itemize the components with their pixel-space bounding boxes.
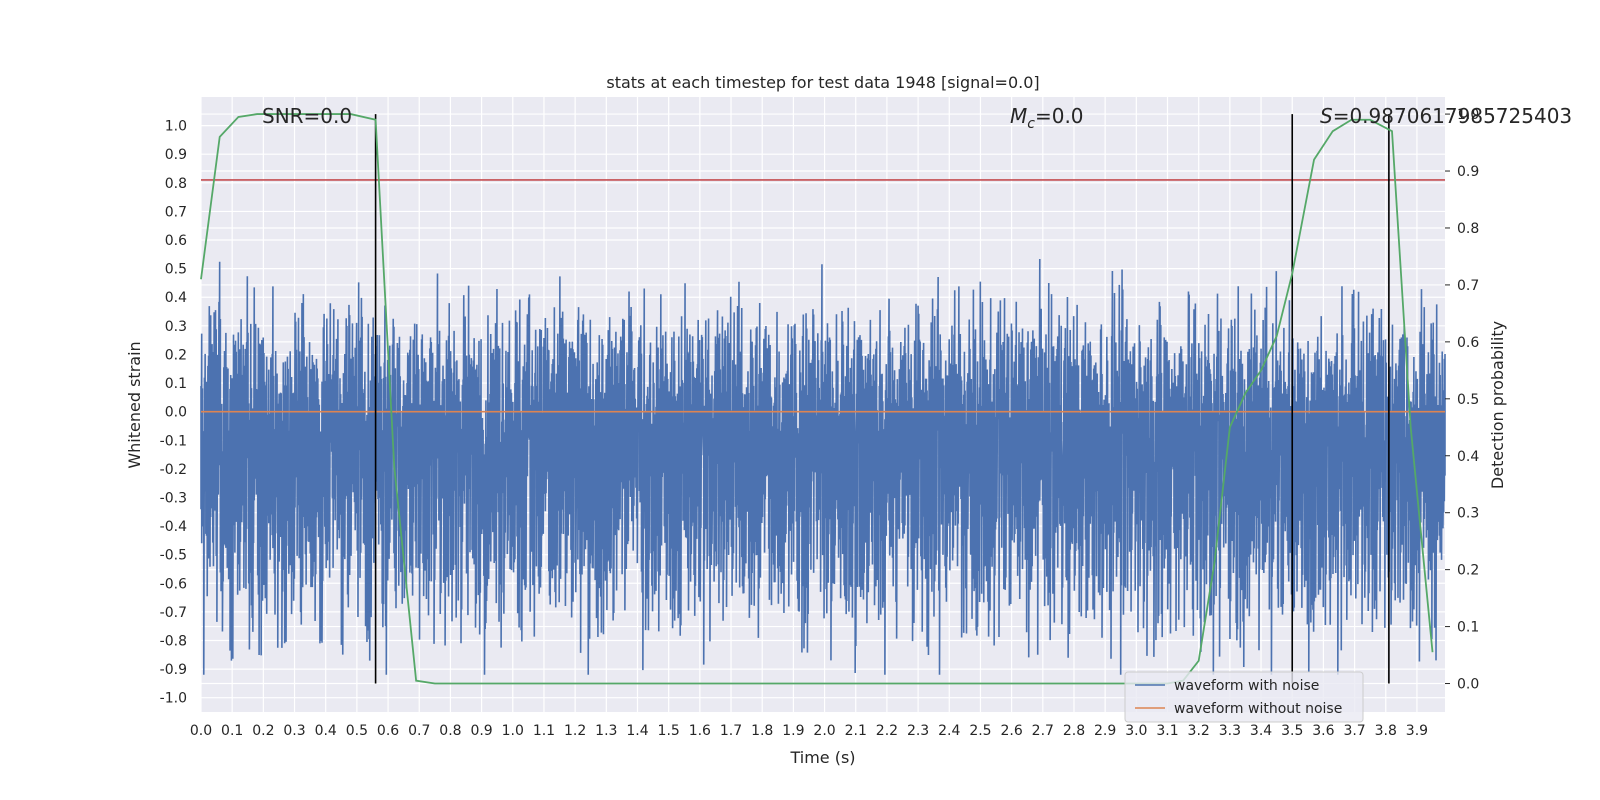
x-tick-label: 0.8: [439, 723, 461, 739]
x-tick-label: 1.9: [782, 723, 804, 739]
x-axis-label: Time (s): [789, 748, 855, 767]
y-tick-label: -0.6: [160, 576, 187, 592]
y-tick-label: -0.7: [160, 605, 187, 621]
x-tick-label: 3.0: [1125, 723, 1147, 739]
x-tick-label: 0.2: [252, 723, 274, 739]
legend-label-clean: waveform without noise: [1174, 701, 1342, 717]
x-tick-label: 0.3: [283, 723, 305, 739]
y-tick-label: -0.5: [160, 548, 187, 564]
x-tick-label: 3.5: [1281, 723, 1303, 739]
mc-value: =0.0: [1035, 104, 1084, 128]
s-annotation: S=0.9870617985725403: [1320, 104, 1572, 128]
x-tick-label: 1.8: [751, 723, 773, 739]
legend: waveform with noise waveform without noi…: [1124, 671, 1364, 723]
x-tick-label: 0.5: [346, 723, 368, 739]
mc-subscript: c: [1027, 116, 1035, 132]
y-right-tick-label: 0.9: [1457, 164, 1479, 180]
x-tick-label: 2.7: [1032, 723, 1054, 739]
s-value: =0.9870617985725403: [1333, 104, 1572, 128]
x-tick-label: 2.6: [1000, 723, 1022, 739]
y-right-tick-label: 0.8: [1457, 221, 1479, 237]
y-tick-label: 0.1: [165, 376, 187, 392]
y-tick-label: -1.0: [160, 691, 187, 707]
legend-label-noise: waveform with noise: [1174, 678, 1319, 694]
y-tick-label: -0.8: [160, 633, 187, 649]
x-tick-label: 0.6: [377, 723, 399, 739]
x-tick-label: 2.0: [813, 723, 835, 739]
y-right-tick-label: 0.6: [1457, 335, 1479, 351]
x-tick-label: 1.3: [595, 723, 617, 739]
x-tick-label: 0.7: [408, 723, 430, 739]
x-tick-label: 1.5: [658, 723, 680, 739]
y-tick-label: 0.7: [165, 204, 187, 220]
x-tick-label: 0.0: [190, 723, 212, 739]
x-tick-label: 1.7: [720, 723, 742, 739]
tick-labels: 0.0 0.1 0.2 0.3 0.4 0.5 0.6 0.7 0.8 0.9 1.0 1.1 1.2 1…: [160, 107, 1480, 739]
x-tick-label: 1.0: [502, 723, 524, 739]
x-tick-label: 3.2: [1188, 723, 1210, 739]
y-right-tick-label: 0.0: [1457, 677, 1479, 693]
y-tick-label: 0.2: [165, 347, 187, 363]
x-tick-label: 3.6: [1312, 723, 1334, 739]
x-tick-label: 2.8: [1063, 723, 1085, 739]
y-tick-label: -0.9: [160, 662, 187, 678]
y-tick-label: -0.4: [160, 519, 187, 535]
y-tick-label: 0.0: [165, 405, 187, 421]
y-tick-label: 0.4: [165, 290, 187, 306]
waveform-with-noise-line: [200, 259, 1446, 675]
detection-probability-line: [200, 113, 1434, 685]
x-tick-label: 1.4: [626, 723, 648, 739]
y-right-tick-label: 0.1: [1457, 620, 1479, 636]
x-tick-label: 2.2: [876, 723, 898, 739]
s-symbol: S: [1320, 104, 1333, 128]
x-tick-label: 0.9: [470, 723, 492, 739]
y-tick-label: 0.6: [165, 233, 187, 249]
y-right-tick-label: 0.7: [1457, 278, 1479, 294]
y-right-tick-label: 0.3: [1457, 506, 1479, 522]
x-tick-label: 3.9: [1406, 723, 1428, 739]
snr-annotation: SNR=0.0: [262, 104, 352, 128]
y-tick-label: -0.2: [160, 462, 187, 478]
y-tick-label: 0.8: [165, 176, 187, 192]
x-tick-label: 2.4: [938, 723, 960, 739]
waveform-with-noise-series: [200, 259, 1446, 675]
y-tick-label: 1.0: [165, 119, 187, 135]
y-tick-label: -0.1: [160, 433, 187, 449]
x-tick-label: 2.3: [907, 723, 929, 739]
mc-annotation: Mc=0.0: [1010, 104, 1084, 132]
x-tick-label: 1.1: [533, 723, 555, 739]
y-right-tick-label: 0.2: [1457, 563, 1479, 579]
x-tick-label: 3.7: [1343, 723, 1365, 739]
y-tick-label: 0.5: [165, 262, 187, 278]
x-tick-label: 0.4: [315, 723, 337, 739]
y-right-tick-label: 0.4: [1457, 449, 1479, 465]
x-tick-label: 3.4: [1250, 723, 1272, 739]
x-tick-label: 3.8: [1375, 723, 1397, 739]
x-tick-label: 2.9: [1094, 723, 1116, 739]
y-right-tick-label: 0.5: [1457, 392, 1479, 408]
mc-symbol: M: [1010, 104, 1027, 128]
x-tick-label: 1.2: [564, 723, 586, 739]
chart-lines: [200, 113, 1445, 685]
y-axis-label: Whitened strain: [125, 341, 144, 468]
x-tick-label: 2.5: [969, 723, 991, 739]
x-tick-label: 3.1: [1156, 723, 1178, 739]
y-tick-label: 0.3: [165, 319, 187, 335]
chart-title: stats at each timestep for test data 194…: [606, 73, 1039, 92]
y-axis-right-label: Detection probability: [1488, 321, 1507, 489]
x-tick-label: 0.1: [221, 723, 243, 739]
x-tick-label: 1.6: [689, 723, 711, 739]
legend-box: [1124, 671, 1364, 723]
y-right-tick-label: 1.0: [1457, 107, 1479, 123]
y-tick-label: 0.9: [165, 147, 187, 163]
x-tick-label: 2.1: [845, 723, 867, 739]
y-tick-label: -0.3: [160, 490, 187, 506]
x-tick-label: 3.3: [1219, 723, 1241, 739]
